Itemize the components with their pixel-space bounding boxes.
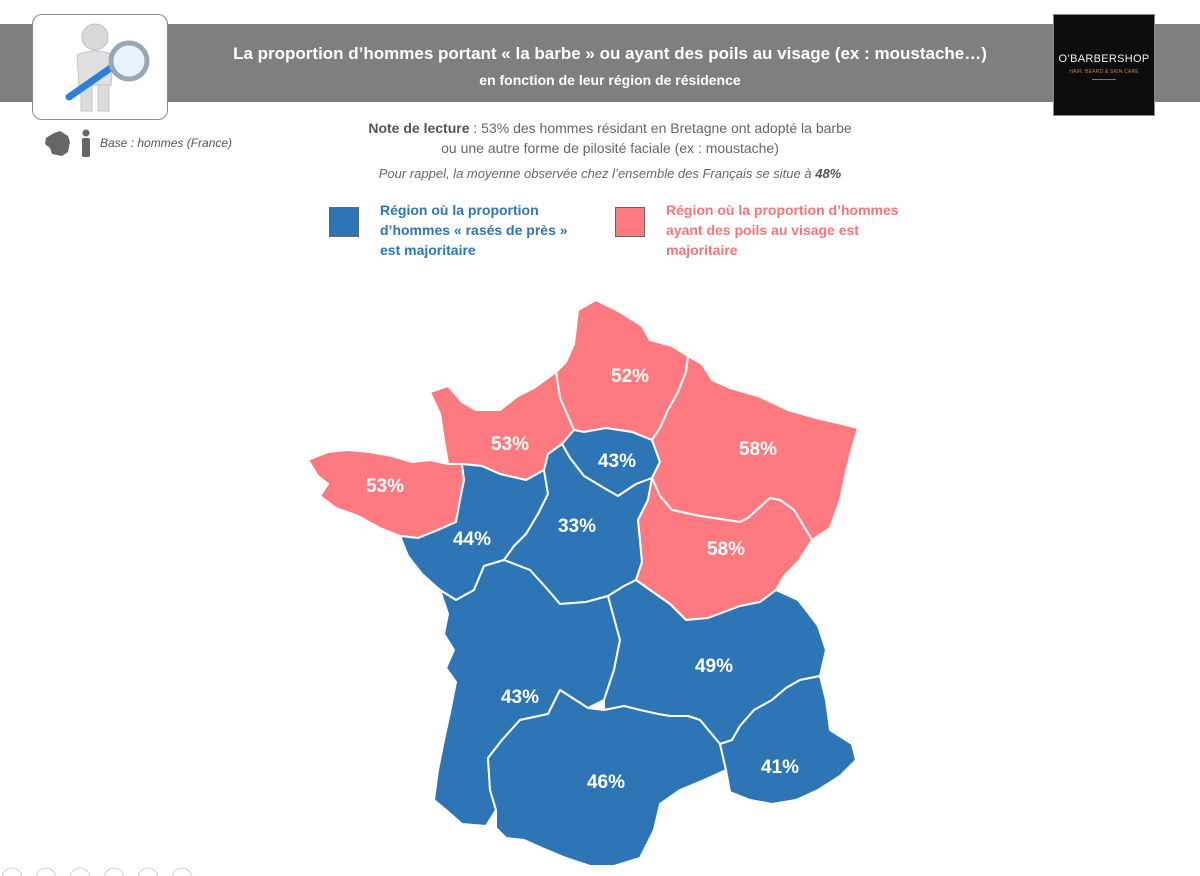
magnifier-figure-logo <box>32 14 168 120</box>
reading-note-lead: Note de lecture <box>368 120 470 136</box>
brand-divider <box>1092 79 1116 80</box>
base-label: Base : hommes (France) <box>100 136 233 150</box>
page-subtitle: en fonction de leur région de résidence <box>479 72 741 88</box>
title-banner <box>0 24 1200 102</box>
page-title: La proportion d’hommes portant « la barb… <box>233 44 987 63</box>
legend-label-pink: Région où la proportion d’hommes ayant d… <box>666 202 899 258</box>
legend-swatch-pink <box>615 207 645 237</box>
france-silhouette-icon <box>45 131 70 156</box>
brand-tagline: HAIR, BEARD & SKIN CARE <box>1069 69 1139 75</box>
region-label-pays-de-la-loire: 44% <box>453 529 491 550</box>
reading-note-text: : 53% des hommes résidant en Bretagne on… <box>469 120 852 136</box>
average-reminder-text: Pour rappel, la moyenne observée chez l’… <box>378 166 816 181</box>
region-label-bretagne: 53% <box>366 476 404 497</box>
reading-note-line2: ou une autre forme de pilosité faciale (… <box>441 140 779 156</box>
average-value: 48% <box>815 166 842 181</box>
region-label-auvergne-rhone-alpes: 49% <box>695 656 733 677</box>
region-label-bourgogne-franche-comte: 58% <box>707 539 745 560</box>
france-and-man-icon <box>45 129 90 157</box>
region-label-ile-de-france: 43% <box>598 451 636 472</box>
legend-label-blue: Région où la proportion d’hommes « rasés… <box>380 202 568 258</box>
brand-name: O’BARBERSHOP <box>1058 53 1150 65</box>
region-label-grand-est: 58% <box>739 439 777 460</box>
region-label-hauts-de-france: 52% <box>611 366 649 387</box>
region-label-nouvelle-aquitaine: 43% <box>501 687 539 708</box>
legend-swatch-blue <box>329 207 359 237</box>
region-label-provence-alpes-cote-d-azur: 41% <box>761 757 799 778</box>
slide-nav-dots <box>1 867 193 876</box>
reading-note-line1: Note de lecture : 53% des hommes résidan… <box>300 120 920 136</box>
region-provence-alpes-cote-d-azur <box>719 675 857 805</box>
region-label-centre-val-de-loire: 33% <box>558 516 596 537</box>
region-label-normandie: 53% <box>491 434 529 455</box>
average-reminder: Pour rappel, la moyenne observée chez l’… <box>300 166 920 181</box>
barbershop-logo: O’BARBERSHOP HAIR, BEARD & SKIN CARE <box>1053 14 1155 116</box>
region-label-occitanie: 46% <box>587 772 625 793</box>
magnifier-figure-icon <box>65 23 150 112</box>
man-silhouette-icon <box>82 129 90 137</box>
region-occitanie <box>487 689 727 867</box>
